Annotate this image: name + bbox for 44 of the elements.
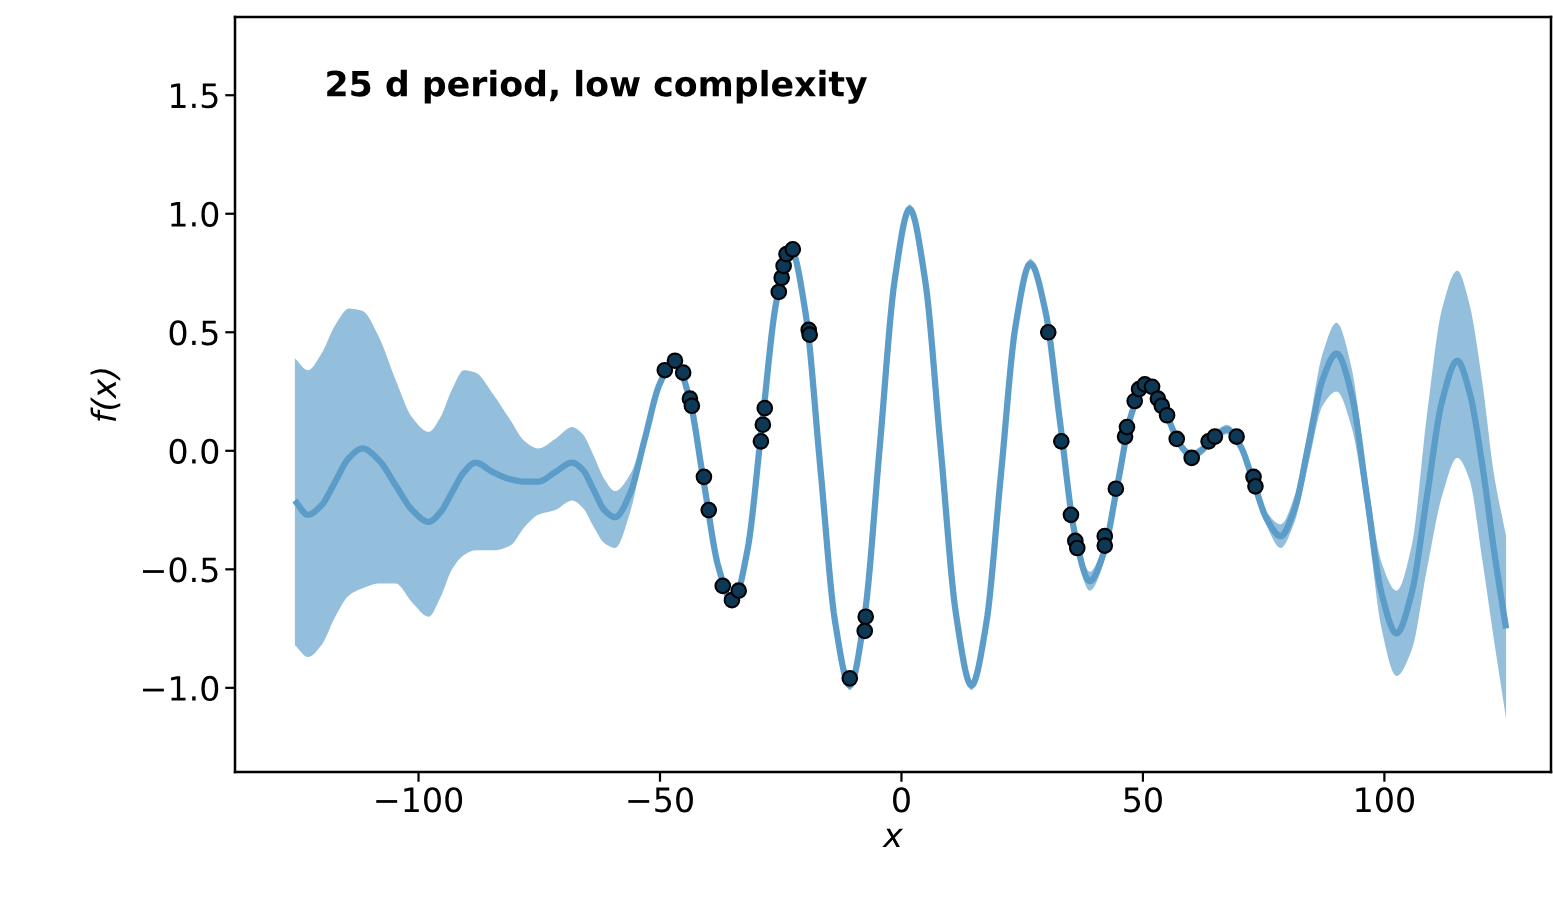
- point: [770, 283, 788, 301]
- point: [1168, 430, 1186, 448]
- point: [752, 432, 770, 450]
- point: [1118, 418, 1136, 436]
- point: [674, 364, 692, 381]
- point: [1096, 537, 1114, 554]
- point: [1183, 449, 1201, 467]
- point: [1062, 506, 1080, 524]
- point: [801, 326, 819, 343]
- point: [695, 468, 713, 486]
- point: [1247, 478, 1264, 495]
- point: [1039, 323, 1057, 341]
- point: [730, 582, 748, 599]
- point: [683, 397, 701, 415]
- y-tick-label: −1.0: [143, 675, 219, 701]
- point: [656, 361, 674, 379]
- point: [700, 501, 718, 519]
- point: [756, 399, 774, 417]
- point: [666, 352, 684, 370]
- point: [856, 622, 874, 640]
- y-tick-label: 0.5: [169, 320, 218, 346]
- point: [1068, 539, 1086, 557]
- point: [714, 577, 732, 595]
- point: [1158, 406, 1176, 424]
- point: [1228, 428, 1245, 445]
- point: [1107, 480, 1125, 498]
- point: [784, 240, 802, 258]
- x-tick-label: −50: [628, 787, 693, 813]
- point: [841, 670, 859, 687]
- x-tick-label: 50: [1124, 787, 1162, 813]
- point: [1052, 432, 1070, 450]
- x-axis-title: x: [882, 828, 904, 847]
- x-tick-label: 100: [1356, 787, 1414, 813]
- x-tick-label: 0: [893, 787, 910, 813]
- text: 25 d period, low complexity: [327, 69, 867, 104]
- point: [857, 608, 875, 626]
- point: [754, 416, 772, 434]
- y-tick-label: 1.5: [171, 83, 218, 109]
- y-tick-label: −0.5: [143, 557, 218, 583]
- x-tick-label: −100: [376, 787, 463, 813]
- point: [1206, 428, 1224, 445]
- y-tick-label: 1.0: [171, 201, 219, 227]
- y-axis-title: f(x): [90, 369, 121, 421]
- y-tick-label: 0.0: [169, 438, 219, 464]
